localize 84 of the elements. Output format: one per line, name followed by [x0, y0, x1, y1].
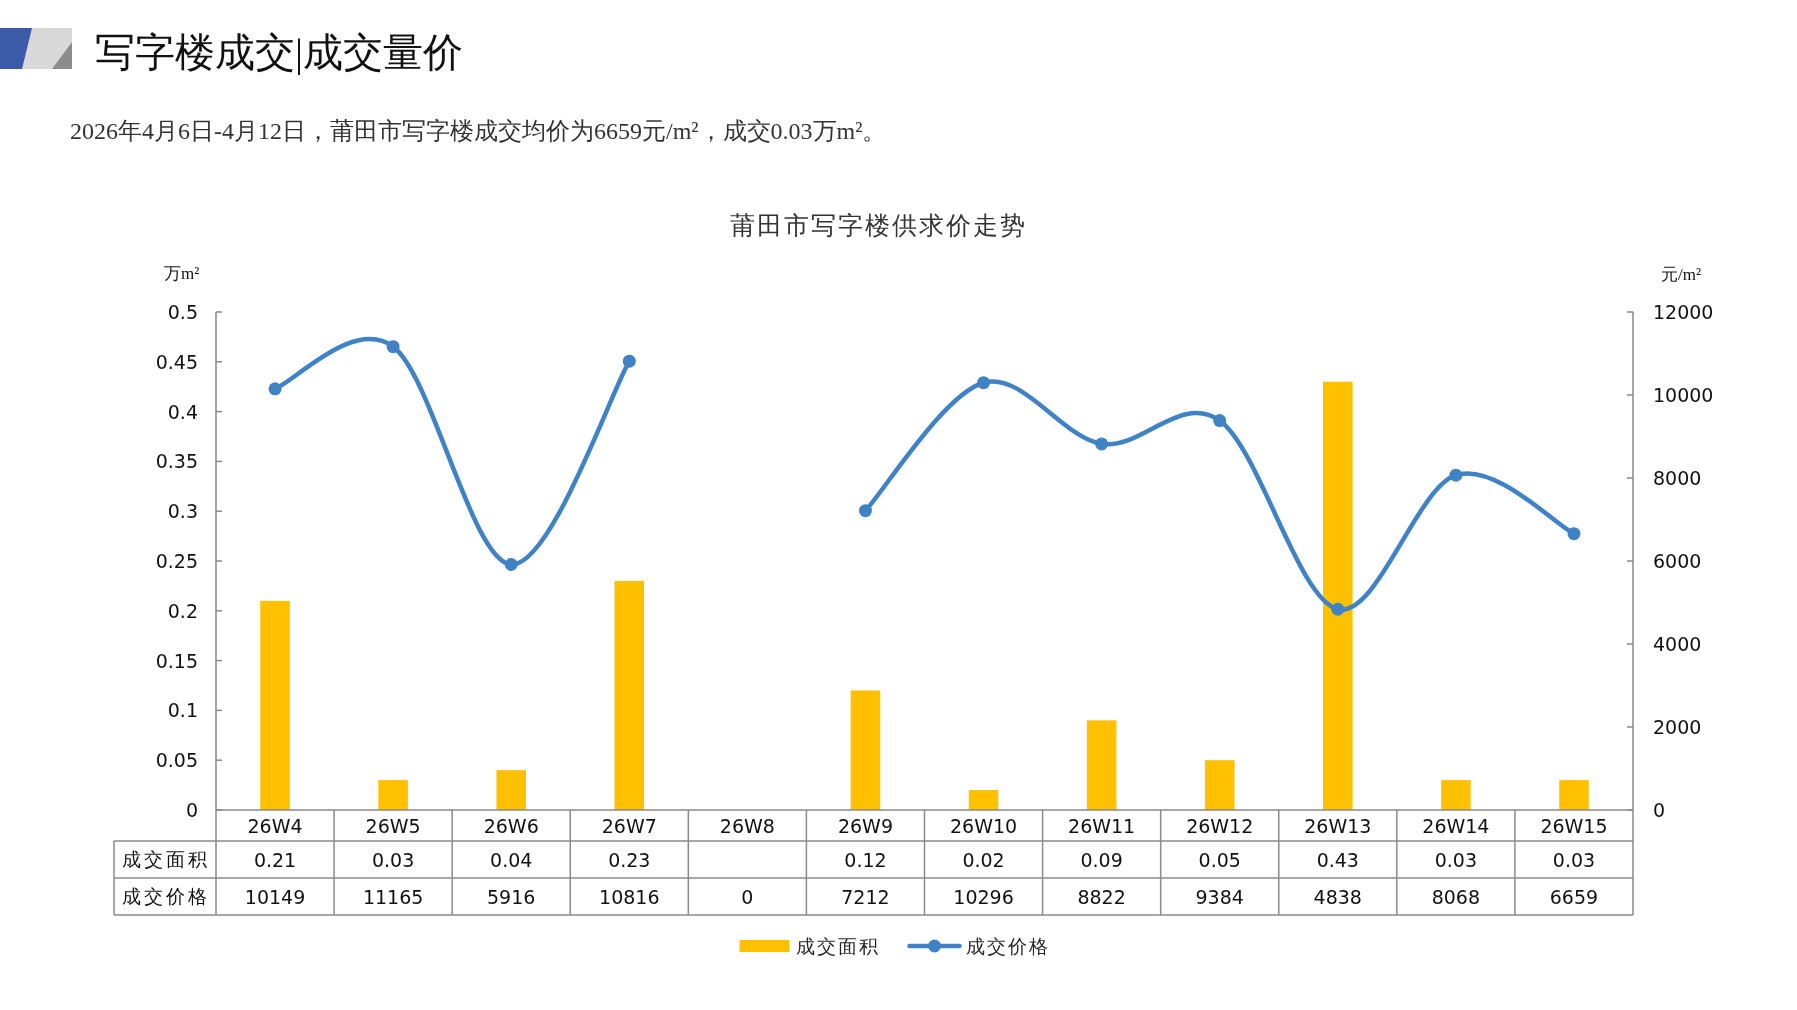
y-tick-label: 0.1: [167, 699, 198, 722]
x-tick-label: 26W11: [1068, 815, 1136, 837]
point: [622, 354, 636, 368]
y2-tick-label: 2000: [1653, 716, 1702, 738]
data-label: 0.03: [371, 848, 415, 871]
x-tick-label: 26W7: [601, 815, 657, 837]
point: [504, 557, 518, 571]
data-label: 10149: [244, 885, 306, 908]
bar: [1086, 720, 1117, 810]
x-tick-label: 26W9: [837, 815, 893, 837]
data-label: 6659: [1549, 885, 1599, 908]
y2-tick-label: 0: [1653, 799, 1666, 821]
bar: [614, 580, 645, 810]
y-tick-label: 0.4: [167, 400, 198, 423]
bar: [850, 690, 881, 810]
text: 0: [741, 885, 754, 908]
x-tick-label: 26W6: [483, 815, 539, 837]
text: 成交价格: [122, 886, 210, 907]
bar: [1204, 760, 1235, 810]
point: [858, 504, 872, 518]
y2-tick-label: 10000: [1653, 384, 1714, 406]
x-tick-label: 26W5: [365, 815, 421, 837]
data-label: 4838: [1313, 885, 1362, 908]
point: [268, 382, 282, 396]
data-label: 9384: [1195, 885, 1244, 908]
point: [1213, 414, 1227, 428]
y-tick-label: 0.3: [167, 500, 198, 523]
bar: [496, 770, 526, 810]
bar: [968, 790, 999, 810]
y-tick-label: 0: [185, 799, 198, 821]
data-label: 0.05: [1198, 848, 1241, 871]
text: 写字楼成交|成交量价: [95, 29, 464, 75]
point: [1449, 468, 1463, 482]
y-tick-label: 0.05: [155, 749, 198, 772]
y-tick-label: 0.35: [155, 450, 198, 473]
chart-title: 莆田市写字楼供求价走势: [730, 211, 1027, 239]
point: [1331, 602, 1345, 616]
y-tick-label: 0.15: [155, 649, 198, 672]
point: [1095, 437, 1109, 451]
x-tick-label: 26W4: [247, 815, 303, 837]
x-tick-label: 26W10: [949, 815, 1018, 837]
text: 2026年4月6日-4月12日，莆田市写字楼成交均价为6659元/m²，成交0.03万m²。: [70, 118, 887, 144]
data-label: 0.23: [608, 848, 651, 871]
data-label: 11165: [362, 885, 424, 908]
y-tick-label: 0.25: [155, 550, 198, 572]
data-label: 7212: [841, 885, 890, 908]
data-label: 0.02: [962, 848, 1005, 871]
bar: [1559, 780, 1589, 810]
bar: [1323, 381, 1353, 810]
y2-tick-label: 12000: [1653, 301, 1714, 323]
bar: [378, 780, 408, 810]
y2-tick-label: 8000: [1653, 467, 1702, 489]
data-label: 0.21: [253, 848, 297, 871]
y-axis-title: 万m²: [164, 263, 200, 283]
data-label: 0.09: [1080, 848, 1123, 871]
bar: [260, 600, 290, 810]
legend-label: 成交面积: [795, 935, 880, 957]
data-label: 10816: [599, 885, 660, 908]
data-label: 8822: [1077, 885, 1126, 908]
data-label: 0.12: [844, 848, 887, 871]
y2-tick-label: 4000: [1653, 633, 1702, 655]
x-tick-label: 26W14: [1422, 815, 1490, 837]
data-label: 10296: [953, 885, 1014, 908]
x-tick-label: 26W15: [1540, 815, 1608, 837]
data-label: 0.43: [1316, 848, 1359, 871]
bar: [1441, 780, 1471, 810]
legend-label: 成交价格: [965, 935, 1050, 957]
x-tick-label: 26W13: [1304, 815, 1372, 837]
data-label: 5916: [487, 885, 536, 908]
y-tick-label: 0.45: [155, 350, 198, 373]
data-label: 0.03: [1552, 848, 1596, 871]
x-tick-label: 26W8: [719, 815, 775, 837]
point: [1567, 527, 1581, 541]
data-label: 0.04: [490, 848, 533, 871]
text: 成交面积: [122, 849, 210, 870]
y-tick-label: 0.5: [167, 301, 198, 323]
point: [386, 340, 400, 354]
data-label: 8068: [1431, 885, 1481, 908]
y-tick-label: 0.2: [167, 599, 198, 622]
data-label: 0.03: [1434, 848, 1478, 871]
y2-tick-label: 6000: [1653, 550, 1702, 572]
point: [977, 376, 991, 390]
y2-axis-title: 元/m²: [1661, 264, 1702, 284]
x-tick-label: 26W12: [1186, 815, 1254, 837]
